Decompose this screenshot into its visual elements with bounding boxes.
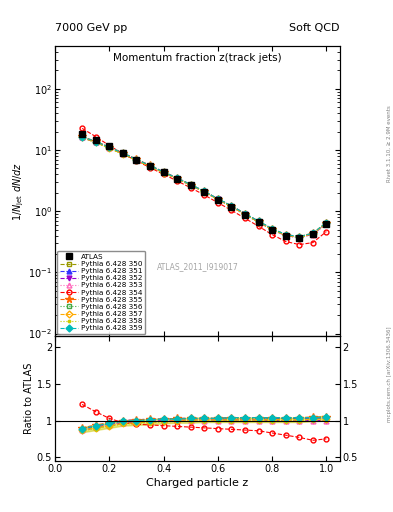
- Text: Momentum fraction z(track jets): Momentum fraction z(track jets): [113, 53, 282, 63]
- Legend: ATLAS, Pythia 6.428 350, Pythia 6.428 351, Pythia 6.428 352, Pythia 6.428 353, P: ATLAS, Pythia 6.428 350, Pythia 6.428 35…: [57, 251, 145, 334]
- Y-axis label: Ratio to ATLAS: Ratio to ATLAS: [24, 363, 34, 434]
- Text: Rivet 3.1.10, ≥ 2.9M events: Rivet 3.1.10, ≥ 2.9M events: [387, 105, 392, 182]
- X-axis label: Charged particle z: Charged particle z: [146, 478, 249, 488]
- Text: mcplots.cern.ch [arXiv:1306.3436]: mcplots.cern.ch [arXiv:1306.3436]: [387, 326, 392, 421]
- Text: 7000 GeV pp: 7000 GeV pp: [55, 23, 127, 33]
- Y-axis label: $1/N_{\rm jet}\ dN/dz$: $1/N_{\rm jet}\ dN/dz$: [11, 162, 26, 221]
- Text: Soft QCD: Soft QCD: [290, 23, 340, 33]
- Text: ATLAS_2011_I919017: ATLAS_2011_I919017: [156, 262, 239, 271]
